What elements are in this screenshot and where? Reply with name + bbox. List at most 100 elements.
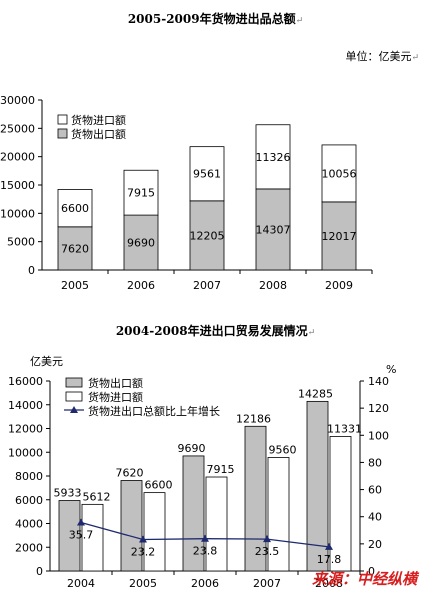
- chart2-data-label-import: 7915: [207, 463, 235, 476]
- chart1-bar-export: [57, 226, 93, 271]
- chart2-legend-label-export: 货物出口额: [88, 376, 143, 390]
- chart1-y-tick-label: 10000: [0, 207, 35, 220]
- chart1-data-label-export: 12205: [190, 229, 225, 242]
- chart2: 亿美元% 0 2000 4000 6000 8000 10000 12000 14000 1600…: [8, 355, 396, 588]
- chart1-y-tick-label: 30000: [0, 94, 35, 107]
- chart2-y-tick-label-right: 40: [368, 511, 382, 524]
- chart2-data-label-export: 9690: [178, 442, 206, 455]
- chart2-legend-swatch-export: [65, 377, 83, 388]
- chart1-data-label-export: 7620: [61, 242, 89, 255]
- chart2-y-axis-right-label: %: [386, 363, 396, 376]
- chart2-y-tick-label-right: 140: [368, 375, 389, 388]
- chart2-bar-import: [267, 457, 290, 572]
- chart2-y-tick-label: 16000: [8, 375, 43, 388]
- chart2-growth-line: [80, 521, 330, 548]
- chart2-growth-label: 23.2: [131, 546, 156, 559]
- chart1: 0 5000 10000 15000 20000 25000 30000 7620 6600 20…: [0, 94, 373, 292]
- chart1-y-tick-label: 0: [28, 264, 35, 277]
- chart2-bar-import: [81, 503, 104, 572]
- source-watermark: 来源：中经纵横: [312, 570, 418, 588]
- chart2-legend-marker-line: [70, 406, 78, 413]
- chart1-x-tick-label: 2007: [193, 279, 221, 292]
- chart2-growth-point: [139, 535, 147, 543]
- chart2-data-label-export: 14285: [298, 387, 333, 400]
- chart2-growth-point: [263, 535, 271, 543]
- chart2-y-tick-label-right: 100: [368, 429, 389, 442]
- chart1-bar-import: [321, 144, 357, 203]
- chart1-x-tick-label: 2008: [259, 279, 287, 292]
- chart2-y-tick-label: 0: [36, 565, 43, 578]
- chart2-growth-point: [77, 518, 85, 526]
- chart2-bar-export: [120, 480, 143, 572]
- chart2-y-tick-label-right: 0: [368, 565, 375, 578]
- chart2-growth-label: 17.8: [317, 553, 342, 566]
- chart2-x-tick-label: 2007: [253, 577, 281, 588]
- chart2-data-label-import: 11331: [327, 422, 362, 435]
- chart1-bar-import: [255, 124, 291, 190]
- chart2-bar-export: [306, 400, 329, 572]
- chart2-growth-label: 23.5: [255, 545, 280, 558]
- chart1-data-label-import: 10056: [322, 167, 357, 180]
- chart2-data-label-import: 9560: [269, 443, 297, 456]
- chart1-legend-label: 货物出口额: [71, 127, 126, 141]
- chart2-y-tick-label: 2000: [15, 541, 43, 554]
- chart2-bar-export: [182, 455, 205, 572]
- chart1-data-label-export: 9690: [127, 237, 155, 250]
- chart1-data-label-import: 11326: [256, 151, 291, 164]
- chart1-data-label-export: 12017: [322, 230, 357, 243]
- chart2-x-tick-label: 2005: [129, 577, 157, 588]
- chart1-bar-import: [57, 189, 93, 228]
- chart2-x-tick-label: 2006: [191, 577, 219, 588]
- chart2-bar-export: [244, 425, 267, 572]
- chart1-title: 2005-2009年货物进出品总额↵: [127, 12, 304, 26]
- chart2-y-tick-label: 14000: [8, 399, 43, 412]
- chart1-data-label-import: 9561: [193, 168, 221, 181]
- chart2-data-label-export: 5933: [54, 487, 82, 500]
- chart2-growth-point: [201, 534, 209, 542]
- chart2-growth-point: [325, 542, 333, 550]
- chart1-bar-export: [255, 188, 291, 271]
- chart2-data-label-import: 5612: [83, 490, 111, 503]
- chart2-y-tick-label: 4000: [15, 518, 43, 531]
- chart2-legend-label-line: 货物进出口总额比上年增长: [88, 404, 220, 418]
- chart2-bar-import: [143, 492, 166, 572]
- chart2-y-tick-label: 12000: [8, 423, 43, 436]
- chart1-legend-label: 货物进口额: [71, 113, 126, 127]
- chart2-y-tick-label-right: 120: [368, 402, 389, 415]
- chart1-legend-swatch: [57, 114, 68, 125]
- chart2-data-label-export: 7620: [116, 467, 144, 480]
- chart1-data-label-export: 14307: [256, 223, 291, 236]
- chart2-y-tick-label-right: 60: [368, 484, 382, 497]
- chart1-bar-import: [123, 169, 159, 216]
- chart1-bar-import: [189, 146, 225, 202]
- chart2-y-tick-label-right: 80: [368, 456, 382, 469]
- chart2-legend-swatch-import: [65, 391, 83, 402]
- chart2-data-label-export: 12186: [236, 412, 271, 425]
- chart2-y-tick-label: 10000: [8, 446, 43, 459]
- chart2-y-tick-label: 6000: [15, 494, 43, 507]
- chart1-x-tick-label: 2006: [127, 279, 155, 292]
- chart1-legend-swatch: [57, 128, 68, 139]
- chart2-y-tick-label-right: 20: [368, 538, 382, 551]
- chart2-data-label-import: 6600: [145, 479, 173, 492]
- chart2-x-tick-label: 2004: [67, 577, 95, 588]
- chart2-y-axis-label: 亿美元: [30, 355, 63, 368]
- chart2-growth-label: 35.7: [69, 529, 94, 542]
- chart2-title: 2004-2008年进出口贸易发展情况↵: [115, 324, 316, 338]
- chart2-x-tick-label: 2008: [315, 577, 343, 588]
- chart1-data-label-import: 6600: [61, 202, 89, 215]
- chart1-y-tick-label: 20000: [0, 151, 35, 164]
- chart2-growth-label: 23.8: [193, 545, 218, 558]
- chart2-y-tick-label: 8000: [15, 470, 43, 483]
- chart1-x-tick-label: 2009: [325, 279, 353, 292]
- chart1-bar-export: [123, 214, 159, 271]
- chart1-data-label-import: 7915: [127, 187, 155, 200]
- chart1-bar-export: [321, 201, 357, 271]
- chart1-y-tick-label: 25000: [0, 122, 35, 135]
- chart1-bar-export: [189, 200, 225, 271]
- chart2-legend-label-import: 货物进口额: [88, 390, 143, 404]
- chart1-x-tick-label: 2005: [61, 279, 89, 292]
- chart2-bar-import: [205, 476, 228, 572]
- chart1-unit: 单位：亿美元↵: [345, 50, 419, 63]
- chart2-bar-export: [58, 500, 81, 572]
